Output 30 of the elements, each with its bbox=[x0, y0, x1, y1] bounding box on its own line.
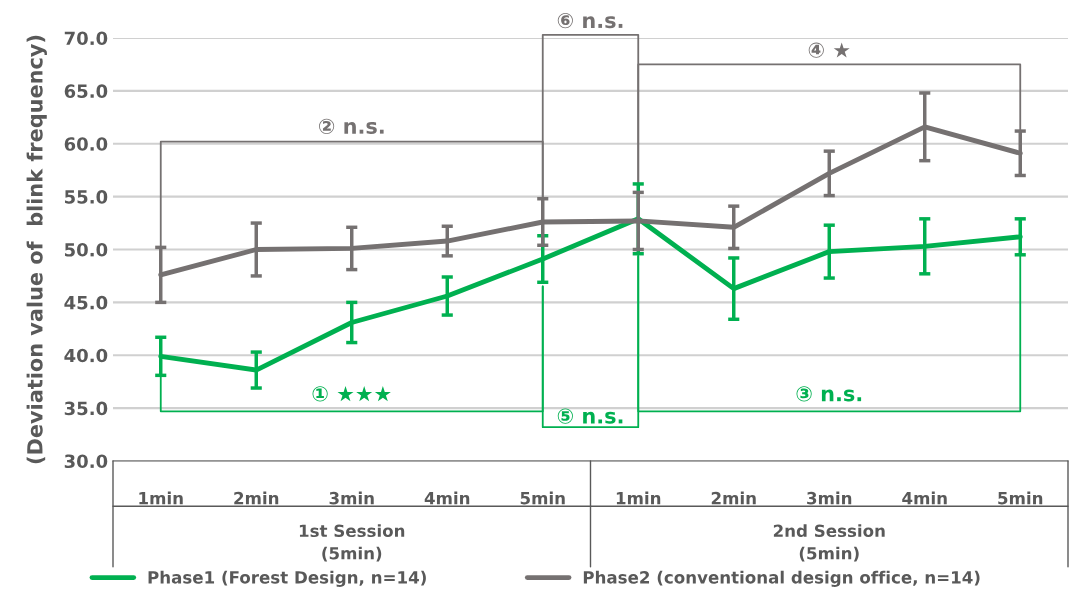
y-axis-title: (Deviation value of blink frequency) bbox=[26, 35, 47, 464]
y-tick-label: 50.0 bbox=[64, 242, 108, 257]
text: ⑥ n.s. bbox=[557, 12, 623, 29]
annotation: ② n.s. bbox=[319, 118, 384, 134]
annotation: ① ★★★ bbox=[312, 386, 391, 402]
text: 2nd Session (5min) bbox=[773, 524, 885, 562]
y-tick-label: 40.0 bbox=[64, 348, 108, 363]
y-tick-label: 30.0 bbox=[64, 454, 108, 469]
y-tick-label: 35.0 bbox=[64, 401, 108, 416]
annotation: ④ ★ bbox=[808, 42, 850, 58]
legend-label: Phase1 (Forest Design, n=14) bbox=[148, 570, 426, 587]
x-tick-label: 5min bbox=[998, 491, 1043, 505]
x-tick-label: 3min bbox=[807, 491, 852, 505]
annotation: ③ n.s. bbox=[796, 386, 862, 402]
text: 1st Session (5min) bbox=[299, 524, 405, 562]
x-tick-label: 4min bbox=[424, 491, 470, 505]
y-tick-label: 60.0 bbox=[64, 137, 108, 151]
x-tick-label: 3min bbox=[329, 491, 374, 505]
x-tick-label: 4min bbox=[902, 491, 947, 505]
y-tick-label: 70.0 bbox=[64, 31, 108, 46]
x-tick-label: 5min bbox=[520, 491, 565, 505]
x-tick-label: 2min bbox=[711, 491, 756, 505]
x-tick-label: 1min bbox=[139, 491, 183, 505]
legend-label: Phase2 (conventional design office, n=14) bbox=[583, 570, 980, 587]
y-tick-label: 45.0 bbox=[64, 295, 108, 310]
y-tick-label: 65.0 bbox=[64, 84, 108, 98]
y-tick-label: 55.0 bbox=[64, 190, 108, 204]
annotation: ⑤ n.s. bbox=[557, 408, 623, 424]
x-tick-label: 2min bbox=[234, 491, 279, 505]
x-tick-label: 1min bbox=[616, 491, 661, 505]
